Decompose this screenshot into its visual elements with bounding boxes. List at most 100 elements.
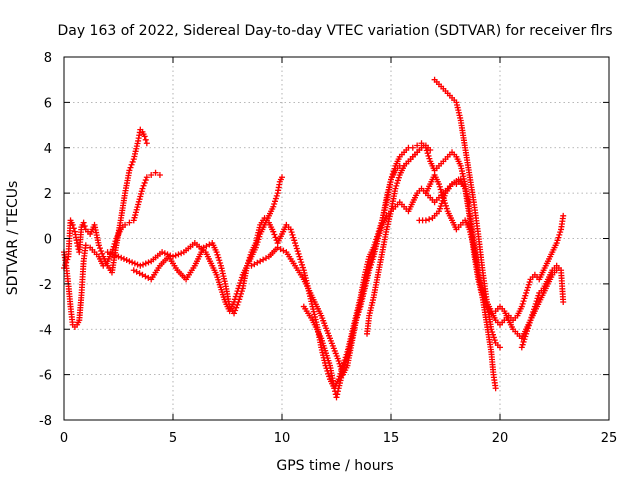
series-track-10 bbox=[431, 76, 503, 351]
data-point bbox=[518, 303, 525, 310]
data-point bbox=[213, 249, 220, 256]
data-point bbox=[441, 197, 448, 204]
data-point bbox=[353, 317, 360, 324]
data-point bbox=[524, 284, 531, 291]
data-point bbox=[299, 264, 306, 271]
data-point bbox=[341, 361, 348, 368]
data-point bbox=[522, 292, 529, 299]
data-point bbox=[98, 247, 105, 254]
data-point bbox=[216, 257, 223, 264]
data-point bbox=[439, 191, 446, 198]
data-point bbox=[555, 234, 562, 241]
data-point bbox=[560, 299, 567, 306]
data-point bbox=[525, 322, 532, 329]
series-track-7 bbox=[364, 142, 434, 337]
data-point bbox=[525, 281, 532, 288]
data-point bbox=[159, 249, 166, 256]
y-tick-label: -6 bbox=[39, 369, 52, 384]
data-point bbox=[553, 240, 560, 247]
y-tick-label: 2 bbox=[44, 187, 52, 202]
x-tick-label: 5 bbox=[169, 431, 177, 446]
data-point bbox=[490, 331, 497, 338]
data-point bbox=[425, 152, 432, 159]
series-track-9 bbox=[422, 171, 499, 392]
data-point bbox=[560, 212, 567, 219]
x-tick-label: 10 bbox=[274, 431, 291, 446]
axis-ticks bbox=[63, 56, 610, 421]
data-point bbox=[141, 133, 148, 140]
data-point bbox=[238, 274, 245, 281]
data-point bbox=[557, 229, 564, 236]
data-point bbox=[272, 234, 279, 241]
data-point bbox=[488, 326, 495, 333]
data-point bbox=[232, 307, 239, 314]
data-point bbox=[440, 194, 447, 201]
data-point bbox=[122, 221, 129, 228]
x-tick-label: 0 bbox=[60, 431, 68, 446]
data-point bbox=[279, 174, 285, 181]
data-point bbox=[333, 394, 340, 401]
data-point bbox=[273, 192, 280, 199]
data-point bbox=[175, 251, 182, 258]
grid-lines bbox=[64, 57, 609, 420]
data-point bbox=[62, 262, 69, 269]
data-point bbox=[422, 217, 429, 224]
data-point bbox=[530, 309, 537, 316]
data-point bbox=[442, 202, 449, 209]
data-point bbox=[533, 298, 540, 305]
data-point bbox=[522, 333, 529, 340]
data-point bbox=[238, 290, 245, 297]
data-point bbox=[99, 250, 106, 257]
data-point bbox=[337, 363, 344, 370]
data-point bbox=[354, 311, 361, 318]
data-point bbox=[436, 183, 443, 190]
chart-title: Day 163 of 2022, Sidereal Day-to-day VTE… bbox=[57, 23, 612, 39]
data-point bbox=[462, 185, 469, 192]
data-point bbox=[272, 198, 279, 205]
y-tick-label: 0 bbox=[44, 233, 52, 248]
data-point bbox=[521, 336, 528, 343]
y-tick-label: 8 bbox=[44, 51, 52, 66]
data-point bbox=[289, 231, 296, 238]
data-point bbox=[340, 364, 347, 371]
data-point bbox=[296, 253, 303, 260]
data-point bbox=[340, 367, 347, 374]
data-point bbox=[463, 191, 470, 198]
data-point bbox=[126, 219, 133, 226]
data-point bbox=[152, 169, 159, 176]
data-point bbox=[531, 306, 538, 313]
data-point bbox=[336, 360, 343, 367]
data-point bbox=[366, 267, 373, 274]
y-axis-label: SDTVAR / TECUs bbox=[5, 181, 21, 296]
data-point bbox=[270, 228, 277, 235]
data-point bbox=[519, 341, 526, 348]
data-point bbox=[518, 344, 525, 351]
data-point bbox=[521, 295, 528, 302]
data-point bbox=[145, 259, 152, 266]
data-point bbox=[367, 264, 374, 271]
data-point bbox=[294, 248, 301, 255]
data-point bbox=[529, 311, 536, 318]
data-point bbox=[244, 260, 251, 267]
data-point bbox=[82, 242, 89, 249]
data-point bbox=[462, 188, 469, 195]
data-point bbox=[134, 261, 141, 268]
data-point bbox=[532, 300, 539, 307]
y-tick-label: -2 bbox=[39, 278, 52, 293]
data-point bbox=[214, 251, 221, 258]
data-point bbox=[81, 223, 88, 230]
data-point bbox=[70, 225, 77, 232]
data-point bbox=[418, 144, 425, 151]
data-point bbox=[139, 185, 146, 192]
series-track-5 bbox=[248, 176, 560, 378]
data-point bbox=[334, 391, 341, 398]
data-point bbox=[489, 328, 496, 335]
data-point bbox=[129, 259, 136, 266]
data-point bbox=[131, 260, 138, 267]
x-tick-label: 20 bbox=[492, 431, 509, 446]
data-point bbox=[292, 240, 299, 247]
data-point bbox=[245, 257, 252, 264]
series-track-1 bbox=[61, 169, 163, 330]
data-point bbox=[293, 245, 300, 252]
